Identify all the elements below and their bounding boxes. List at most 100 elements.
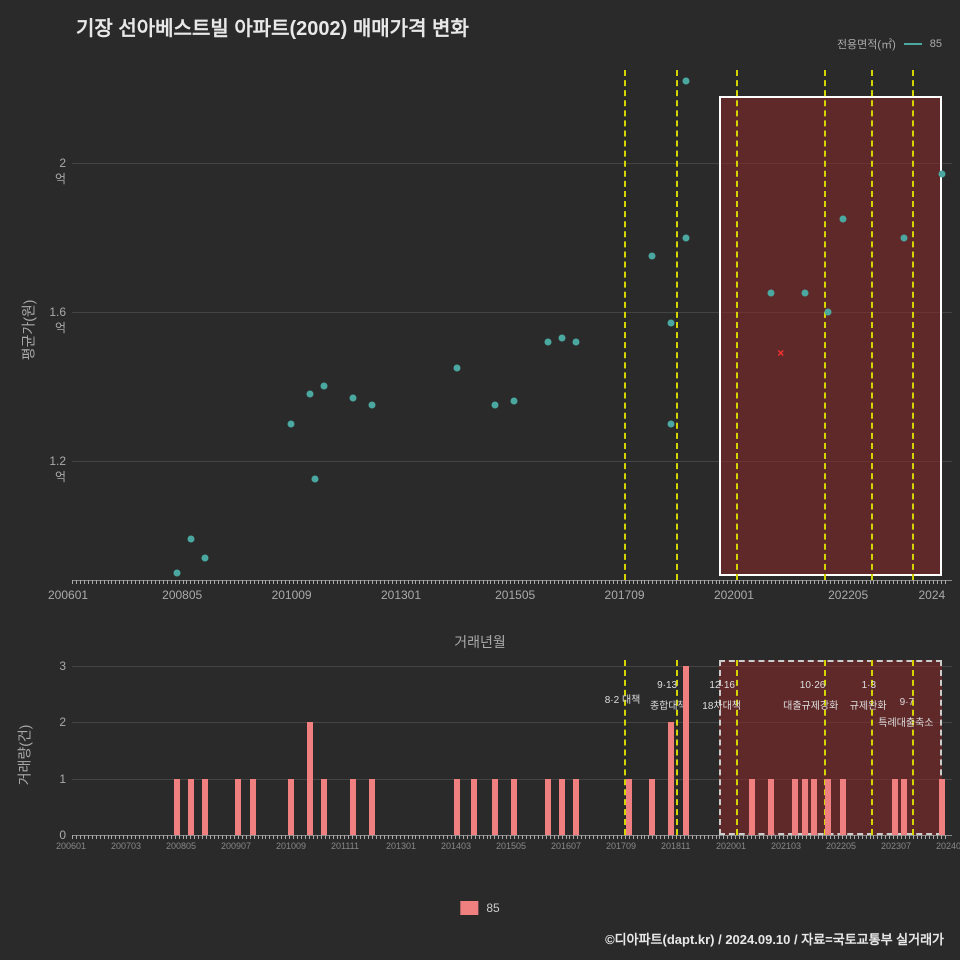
x-tick	[404, 580, 405, 584]
x-tick	[901, 835, 902, 839]
x-tick	[238, 580, 239, 584]
x-tick	[676, 835, 677, 839]
x-tick	[885, 580, 886, 584]
x-tick	[577, 835, 578, 839]
x-tick	[242, 835, 243, 839]
x-tick	[727, 580, 728, 584]
x-tick	[542, 835, 543, 839]
x-tick	[463, 580, 464, 584]
policy-vline	[912, 660, 914, 835]
x-tick	[439, 580, 440, 584]
x-tick	[779, 580, 780, 584]
x-tick	[202, 835, 203, 839]
data-point	[287, 420, 294, 427]
x-tick	[573, 835, 574, 839]
x-tick	[337, 835, 338, 839]
volume-bar	[559, 779, 565, 835]
x-tick	[487, 580, 488, 584]
main-chart-ylabel: 평균가(원)	[18, 300, 38, 361]
x-tick	[731, 835, 732, 839]
x-tick	[352, 835, 353, 839]
x-tick	[558, 835, 559, 839]
x-tick	[656, 835, 657, 839]
x-tick	[830, 835, 831, 839]
policy-label: 규제완화	[850, 697, 887, 712]
x-tick	[333, 580, 334, 584]
x-tick	[210, 835, 211, 839]
x-tick	[84, 835, 85, 839]
x-tick	[289, 580, 290, 584]
x-tick	[198, 835, 199, 839]
x-tick	[692, 580, 693, 584]
data-point	[939, 171, 946, 178]
x-tick	[400, 580, 401, 584]
x-tick-label: 202205	[826, 841, 856, 851]
x-tick	[719, 580, 720, 584]
x-tick	[676, 580, 677, 584]
data-point	[321, 383, 328, 390]
x-tick	[905, 580, 906, 584]
x-tick	[309, 580, 310, 584]
x-tick	[230, 580, 231, 584]
volume-bar	[668, 722, 674, 835]
x-tick	[443, 580, 444, 584]
x-tick	[719, 835, 720, 839]
x-tick	[412, 580, 413, 584]
x-tick-label: 200601	[56, 841, 86, 851]
volume-bar	[321, 779, 327, 835]
x-tick-label: 202307	[881, 841, 911, 851]
x-tick	[566, 580, 567, 584]
x-tick	[779, 835, 780, 839]
x-tick	[818, 835, 819, 839]
x-tick-label: 201505	[496, 841, 526, 851]
volume-bar	[545, 779, 551, 835]
policy-label: 대출규제강화	[783, 697, 838, 712]
x-tick	[866, 835, 867, 839]
x-tick	[929, 580, 930, 584]
x-tick	[183, 835, 184, 839]
x-tick	[866, 580, 867, 584]
data-point	[668, 420, 675, 427]
x-tick	[238, 835, 239, 839]
x-tick	[870, 580, 871, 584]
x-tick	[609, 835, 610, 839]
x-tick	[340, 835, 341, 839]
x-tick	[854, 580, 855, 584]
x-tick	[554, 835, 555, 839]
x-tick	[384, 580, 385, 584]
volume-bar	[825, 779, 831, 835]
data-point	[311, 476, 318, 483]
x-tick	[72, 835, 73, 839]
x-tick	[111, 835, 112, 839]
data-point	[306, 390, 313, 397]
x-tick	[171, 835, 172, 839]
x-tick	[739, 835, 740, 839]
axis-line	[72, 835, 952, 836]
x-tick	[127, 580, 128, 584]
data-point	[349, 394, 356, 401]
x-tick	[356, 580, 357, 584]
x-tick	[814, 580, 815, 584]
y-tick-label: 1.6억	[49, 305, 66, 336]
x-tick	[123, 580, 124, 584]
x-tick	[388, 835, 389, 839]
x-tick	[372, 835, 373, 839]
x-tick	[305, 835, 306, 839]
x-tick	[325, 835, 326, 839]
x-tick	[313, 835, 314, 839]
x-tick	[131, 580, 132, 584]
x-tick	[285, 580, 286, 584]
x-tick	[321, 835, 322, 839]
x-marker: ×	[777, 346, 784, 360]
x-tick	[735, 835, 736, 839]
axis-line	[72, 580, 952, 581]
x-tick	[510, 835, 511, 839]
volume-bar	[350, 779, 356, 835]
x-tick	[684, 580, 685, 584]
x-tick	[376, 580, 377, 584]
x-tick	[419, 835, 420, 839]
data-point	[202, 554, 209, 561]
x-tick	[723, 835, 724, 839]
x-tick	[917, 580, 918, 584]
sub-chart-ylabel: 거래량(건)	[14, 725, 34, 786]
